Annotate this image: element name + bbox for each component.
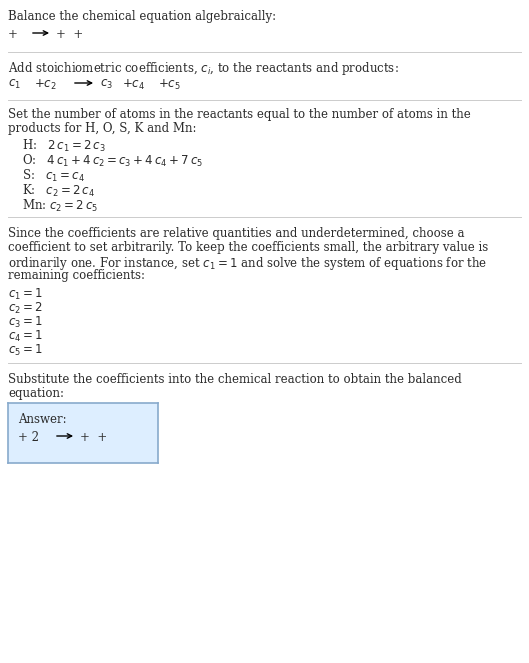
Text: +  +: + +	[56, 28, 83, 41]
Text: + 2: + 2	[18, 431, 39, 444]
Text: $+c_4$: $+c_4$	[122, 78, 145, 92]
Text: $c_3$: $c_3$	[100, 78, 113, 91]
Text: Answer:: Answer:	[18, 413, 67, 426]
Text: S:   $c_1 = c_4$: S: $c_1 = c_4$	[22, 168, 85, 184]
Text: $c_1 = 1$: $c_1 = 1$	[8, 287, 43, 302]
Text: $c_1$: $c_1$	[8, 78, 21, 91]
Text: $c_3 = 1$: $c_3 = 1$	[8, 315, 43, 330]
Text: K:   $c_2 = 2\,c_4$: K: $c_2 = 2\,c_4$	[22, 183, 95, 199]
Text: $c_4 = 1$: $c_4 = 1$	[8, 329, 43, 344]
Text: Set the number of atoms in the reactants equal to the number of atoms in the: Set the number of atoms in the reactants…	[8, 108, 471, 121]
Text: ordinarily one. For instance, set $c_1 = 1$ and solve the system of equations fo: ordinarily one. For instance, set $c_1 =…	[8, 255, 487, 272]
Text: $c_2 = 2$: $c_2 = 2$	[8, 301, 43, 316]
Text: $+c_2$: $+c_2$	[34, 78, 57, 92]
Text: equation:: equation:	[8, 387, 64, 400]
Text: coefficient to set arbitrarily. To keep the coefficients small, the arbitrary va: coefficient to set arbitrarily. To keep …	[8, 241, 488, 254]
Text: H:   $2\,c_1 = 2\,c_3$: H: $2\,c_1 = 2\,c_3$	[22, 138, 106, 154]
Text: +: +	[8, 28, 18, 41]
Text: +  +: + +	[80, 431, 107, 444]
Text: O:   $4\,c_1 + 4\,c_2 = c_3 + 4\,c_4 + 7\,c_5$: O: $4\,c_1 + 4\,c_2 = c_3 + 4\,c_4 + 7\,…	[22, 153, 203, 169]
Text: Mn: $c_2 = 2\,c_5$: Mn: $c_2 = 2\,c_5$	[22, 198, 98, 214]
Text: $c_5 = 1$: $c_5 = 1$	[8, 343, 43, 358]
Text: Substitute the coefficients into the chemical reaction to obtain the balanced: Substitute the coefficients into the che…	[8, 373, 462, 386]
Text: remaining coefficients:: remaining coefficients:	[8, 269, 145, 282]
Text: Add stoichiometric coefficients, $c_i$, to the reactants and products:: Add stoichiometric coefficients, $c_i$, …	[8, 60, 399, 77]
Text: $+c_5$: $+c_5$	[158, 78, 181, 92]
Text: products for H, O, S, K and Mn:: products for H, O, S, K and Mn:	[8, 122, 196, 135]
Text: Since the coefficients are relative quantities and underdetermined, choose a: Since the coefficients are relative quan…	[8, 227, 464, 240]
Text: Balance the chemical equation algebraically:: Balance the chemical equation algebraica…	[8, 10, 276, 23]
